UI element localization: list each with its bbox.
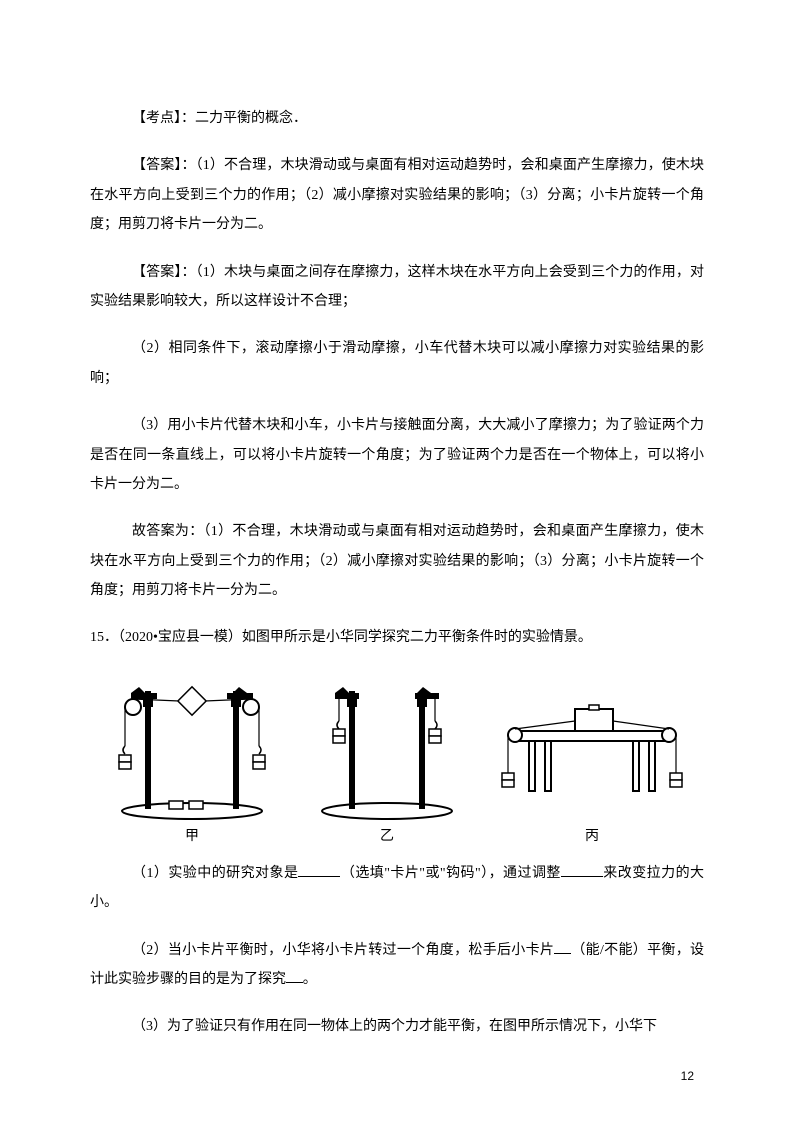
q15-1b: （选填"卡片"或"钩码"），通过调整	[340, 866, 560, 881]
q15-2: （2）当小卡片平衡时，小华将小卡片转过一个角度，松手后小卡片（能/不能）平衡，设…	[90, 936, 704, 995]
daan1-text: 【答案】：（1）不合理，木块滑动或与桌面有相对运动趋势时，会和桌面产生摩擦力，使…	[90, 151, 704, 239]
figure-row: 甲	[90, 671, 704, 845]
q15-2c: 。	[303, 972, 317, 987]
ans-3-text: （3）用小卡片代替木块和小车，小卡片与接触面分离，大大减小了摩擦力；为了验证两个…	[90, 411, 704, 499]
blank-2b	[286, 968, 303, 983]
blank-2a	[554, 939, 571, 954]
blank-1a	[298, 862, 340, 877]
figure-yi: 乙	[307, 671, 467, 845]
q15-2a: （2）当小卡片平衡时，小华将小卡片转过一个角度，松手后小卡片	[132, 943, 554, 958]
apparatus-yi-svg	[307, 671, 467, 821]
blank-1b	[561, 862, 603, 877]
ans-2-text: （2）相同条件下，滚动摩擦小于滑动摩擦，小车代替木块可以减小摩擦力对实验结果的影…	[90, 334, 704, 393]
figure-label-yi: 乙	[307, 825, 467, 845]
figure-label-jia: 甲	[107, 825, 277, 845]
gudaan-text: 故答案为：（1）不合理，木块滑动或与桌面有相对运动趋势时，会和桌面产生摩擦力，使…	[90, 517, 704, 605]
figure-bing: 丙	[497, 691, 687, 845]
q15-1a: （1）实验中的研究对象是	[132, 866, 298, 881]
q15-intro: 15．（2020•宝应县一模）如图甲所示是小华同学探究二力平衡条件时的实验情景。	[90, 623, 704, 652]
page-number: 12	[681, 1069, 694, 1083]
figure-jia: 甲	[107, 671, 277, 845]
daan2-text: 【答案】：（1）木块与桌面之间存在摩擦力，这样木块在水平方向上会受到三个力的作用…	[90, 258, 704, 317]
q15-3: （3）为了验证只有作用在同一物体上的两个力才能平衡，在图甲所示情况下，小华下	[90, 1012, 704, 1041]
kaodian-text: 【考点】：二力平衡的概念．	[90, 104, 704, 133]
figure-label-bing: 丙	[497, 825, 687, 845]
apparatus-bing-svg	[497, 691, 687, 821]
apparatus-jia-svg	[107, 671, 277, 821]
q15-1: （1）实验中的研究对象是（选填"卡片"或"钩码"），通过调整来改变拉力的大小。	[90, 859, 704, 918]
